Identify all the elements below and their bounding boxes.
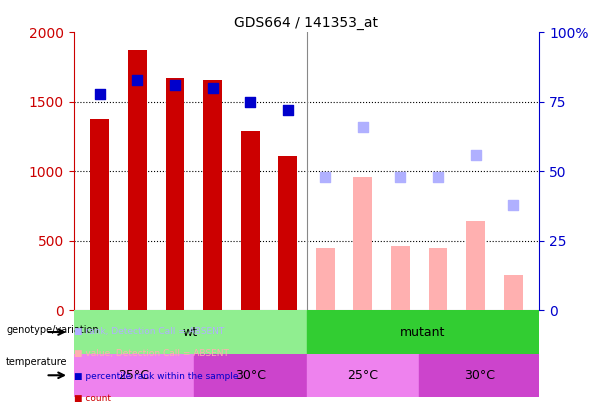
Text: genotype/variation: genotype/variation	[6, 325, 99, 335]
Bar	[504, 275, 522, 310]
Point	[170, 82, 180, 88]
Point	[95, 90, 105, 97]
Bar	[391, 247, 410, 310]
Text: ■ count: ■ count	[74, 394, 110, 403]
Bar	[354, 177, 372, 310]
Point	[508, 202, 518, 208]
Point	[283, 107, 292, 113]
Bar	[91, 119, 109, 310]
Bar	[419, 354, 539, 397]
Text: wt: wt	[183, 326, 197, 339]
Point	[358, 124, 368, 130]
Text: 30°C: 30°C	[464, 369, 495, 382]
Bar	[316, 248, 335, 310]
Bar	[74, 310, 306, 354]
Bar	[194, 354, 306, 397]
Bar	[74, 354, 194, 397]
Bar	[166, 78, 185, 310]
Text: ■ rank, Detection Call = ABSENT: ■ rank, Detection Call = ABSENT	[74, 327, 224, 336]
Text: temperature: temperature	[6, 358, 67, 367]
Point	[208, 85, 218, 91]
Bar	[306, 354, 419, 397]
Text: ■ value, Detection Call = ABSENT: ■ value, Detection Call = ABSENT	[74, 350, 229, 358]
Title: GDS664 / 141353_at: GDS664 / 141353_at	[235, 16, 378, 30]
Bar	[306, 310, 539, 354]
Bar	[278, 156, 297, 310]
Bar	[466, 221, 485, 310]
Text: 30°C: 30°C	[235, 369, 265, 382]
Point	[433, 174, 443, 180]
Point	[395, 174, 405, 180]
Text: ■ percentile rank within the sample: ■ percentile rank within the sample	[74, 372, 238, 381]
Bar	[241, 131, 259, 310]
Text: mutant: mutant	[400, 326, 446, 339]
Text: 25°C: 25°C	[118, 369, 149, 382]
Point	[471, 151, 481, 158]
Bar	[128, 51, 147, 310]
Point	[321, 174, 330, 180]
Text: 25°C: 25°C	[348, 369, 378, 382]
Bar	[203, 80, 222, 310]
Point	[245, 99, 255, 105]
Point	[132, 77, 142, 83]
Bar	[428, 248, 447, 310]
